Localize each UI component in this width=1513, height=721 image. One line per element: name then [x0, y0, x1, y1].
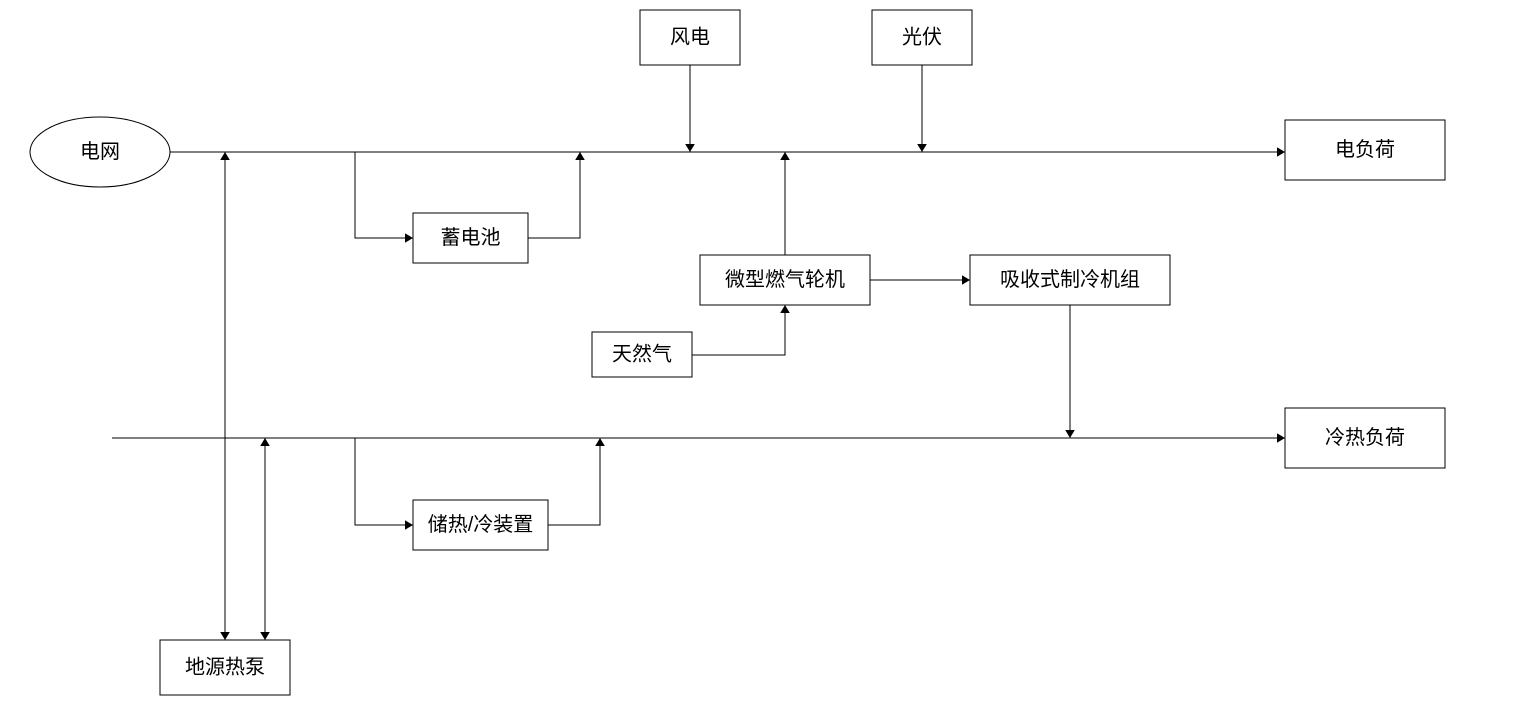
node-ng: 天然气: [592, 332, 692, 377]
node-label-grid: 电网: [80, 140, 120, 163]
node-absorption: 吸收式制冷机组: [970, 255, 1170, 305]
node-pv: 光伏: [872, 10, 972, 65]
node-label-thermstorage: 储热/冷装置: [428, 513, 534, 536]
node-label-thermalload: 冷热负荷: [1325, 426, 1405, 449]
node-grid: 电网: [30, 117, 170, 187]
node-microturbine: 微型燃气轮机: [700, 255, 870, 305]
node-label-heatpump: 地源热泵: [185, 656, 265, 679]
node-label-battery: 蓄电池: [441, 226, 501, 249]
node-thermalload: 冷热负荷: [1285, 408, 1445, 468]
node-wind: 风电: [640, 10, 740, 65]
node-label-wind: 风电: [670, 26, 710, 49]
node-label-pv: 光伏: [902, 26, 942, 49]
energy-system-flowchart: 电网 风电 光伏电负荷蓄电池微型燃气轮机 吸收式制冷机组天然气冷热负荷储热/冷装置地源…: [0, 0, 1513, 721]
node-eload: 电负荷: [1285, 120, 1445, 180]
node-thermstorage: 储热/冷装置: [413, 500, 548, 550]
node-label-ng: 天然气: [612, 343, 672, 366]
node-battery: 蓄电池: [413, 213, 528, 263]
node-label-microturbine: 微型燃气轮机: [725, 268, 845, 291]
node-heatpump: 地源热泵: [160, 640, 290, 695]
node-label-eload: 电负荷: [1335, 138, 1395, 161]
node-label-absorption: 吸收式制冷机组: [1000, 268, 1140, 291]
